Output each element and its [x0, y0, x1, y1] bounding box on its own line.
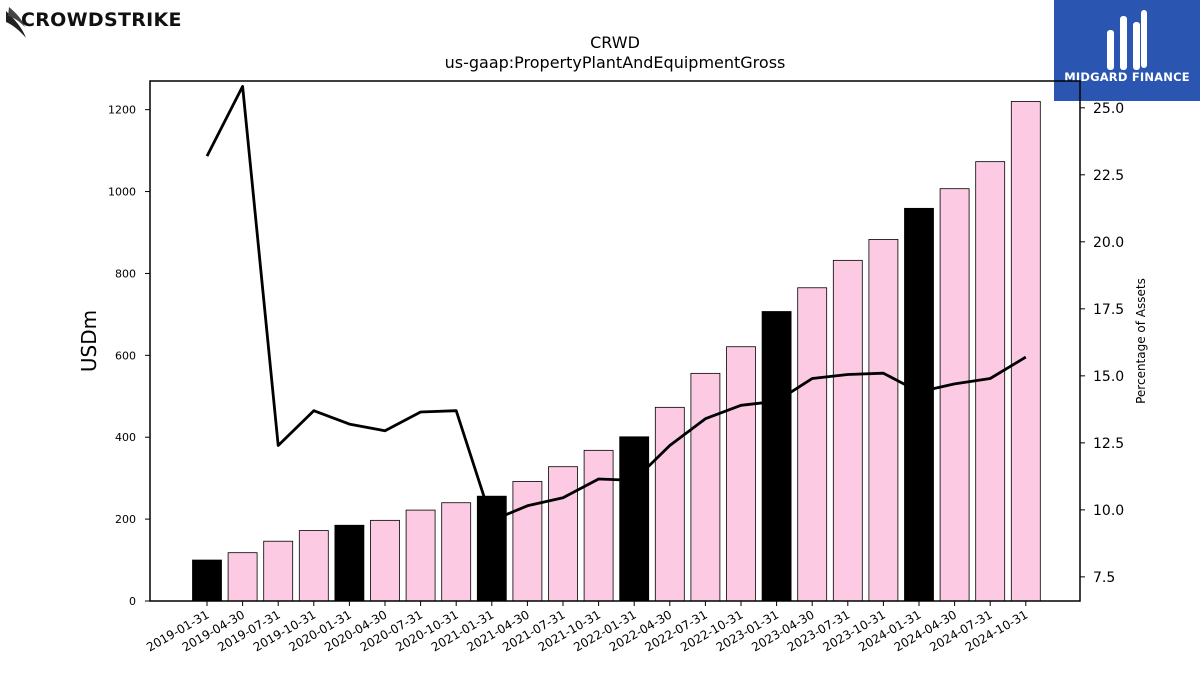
bar-2019-01-31	[192, 559, 222, 602]
bar-2021-01-31	[476, 495, 507, 602]
y-tick-label: 0	[129, 595, 136, 608]
y-axis-label: USDm	[77, 310, 101, 372]
plot-frame	[149, 80, 1081, 602]
y2-tick-label: 10.0	[1093, 503, 1124, 519]
y2-tick-label: 15.0	[1093, 369, 1124, 385]
y-tick-label: 400	[115, 431, 136, 444]
bar-2022-04-30	[654, 406, 685, 602]
bar-2021-04-30	[512, 481, 543, 602]
crowdstrike-logo: CROWDSTRIKE	[4, 4, 204, 40]
bar-2023-01-31	[761, 311, 792, 602]
bar-2019-04-30	[227, 552, 258, 602]
falcon-icon	[6, 7, 26, 38]
bar-2019-10-31	[298, 530, 329, 602]
x-axis: 2019-01-312019-04-302019-07-312019-10-31…	[144, 601, 1030, 654]
bar-2024-01-31	[904, 207, 934, 602]
y2-axis-label: Percentage of Assets	[1134, 278, 1148, 404]
bar-2020-10-31	[441, 502, 472, 602]
y-axis-left: 0 200 400 600 800 1000 1200	[108, 104, 150, 608]
bar-2024-04-30	[939, 188, 970, 602]
bar-2023-07-31	[832, 259, 863, 602]
bar-2024-10-31	[1010, 101, 1041, 602]
line-group	[205, 85, 1027, 522]
y2-tick-label: 17.5	[1093, 302, 1124, 318]
bar-2022-07-31	[690, 372, 721, 602]
midgard-wordmark: MIDGARD FINANCE	[1064, 70, 1190, 84]
y2-tick-label: 12.5	[1093, 436, 1124, 452]
chart-title: CRWD	[590, 33, 640, 52]
crowdstrike-wordmark: CROWDSTRIKE	[21, 9, 182, 31]
bar-2020-01-31	[334, 524, 365, 602]
y2-tick-label: 25.0	[1093, 101, 1124, 117]
midgard-emblem-icon	[1107, 10, 1147, 70]
bar-2023-04-30	[797, 287, 828, 602]
y-tick-label: 1200	[108, 104, 136, 117]
y-tick-label: 600	[115, 349, 136, 362]
bar-group	[192, 101, 1041, 602]
y2-tick-label: 22.5	[1093, 168, 1124, 184]
midgard-finance-logo: MIDGARD FINANCE	[1054, 0, 1200, 101]
y-tick-label: 200	[115, 513, 136, 526]
bar-2019-07-31	[263, 540, 294, 602]
bar-2022-01-31	[619, 436, 650, 602]
bar-2023-10-31	[868, 239, 899, 602]
bar-2020-07-31	[405, 509, 436, 602]
percentage-line	[205, 85, 1027, 522]
y-tick-label: 1000	[108, 186, 136, 199]
y-tick-label: 800	[115, 267, 136, 280]
y2-tick-label: 20.0	[1093, 235, 1124, 251]
bar-2022-10-31	[726, 346, 756, 602]
bar-2020-04-30	[370, 519, 400, 602]
bar-2021-10-31	[583, 449, 614, 602]
bar-2021-07-31	[548, 466, 578, 602]
chart-subtitle: us-gaap:PropertyPlantAndEquipmentGross	[445, 53, 786, 72]
y2-tick-label: 7.5	[1093, 570, 1115, 586]
y-axis-right: 7.5 10.0 12.5 15.0 17.5 20.0 22.5 25.0	[1080, 101, 1124, 586]
